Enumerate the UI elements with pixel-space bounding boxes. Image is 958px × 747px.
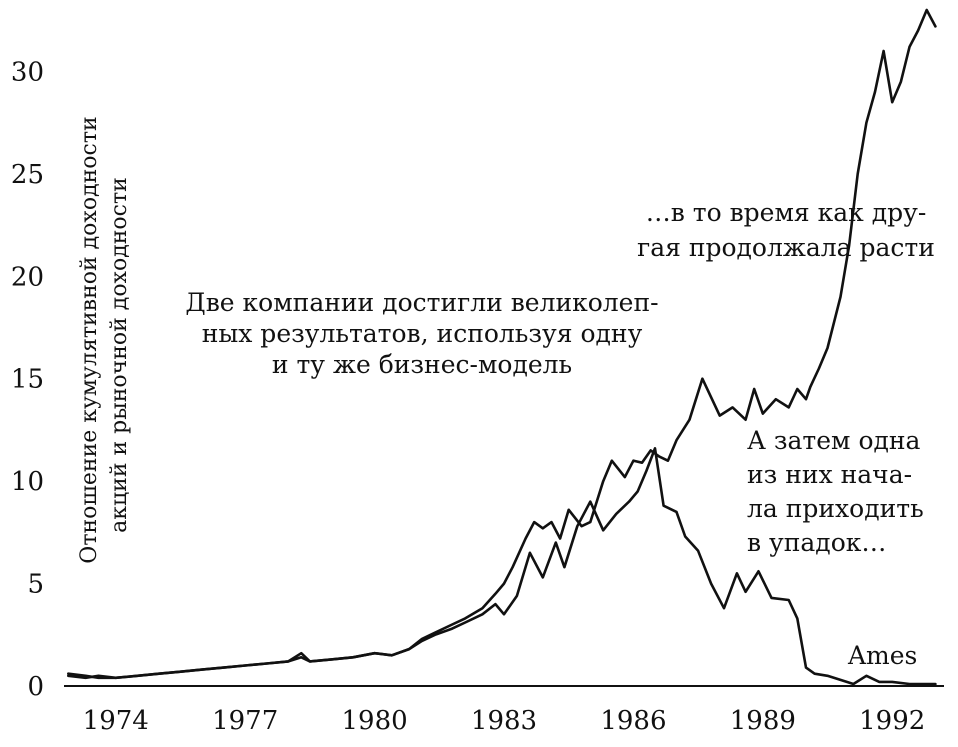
- series-line-growing-company: [67, 8, 937, 680]
- series-lines: [67, 8, 937, 686]
- y-tick-label: 0: [27, 672, 44, 702]
- annotation-right-line: в упадок…: [747, 528, 886, 557]
- y-tick-label: 15: [11, 365, 44, 395]
- annotation-right-line: А затем одна: [747, 426, 921, 455]
- x-tick-label: 1989: [730, 706, 796, 736]
- annotation-middle-line: Две компании достигли великолеп-: [185, 288, 658, 317]
- x-tick-label: 1980: [342, 706, 408, 736]
- y-axis-label-line: Отношение кумулятивной доходности: [77, 116, 102, 563]
- y-tick-label: 10: [11, 467, 44, 497]
- annotation-middle-line: и ту же бизнес-модель: [272, 350, 572, 379]
- y-axis-label: Отношение кумулятивной доходности акций и…: [77, 116, 132, 563]
- x-tick-label: 1983: [471, 706, 537, 736]
- tick-labels: 1974 1977 1980 1983 1986 1989 1992 0 5 10 15 20 25 30: [11, 57, 925, 736]
- annotation-right-line: ла приходить: [747, 494, 924, 523]
- y-tick-label: 30: [11, 57, 44, 87]
- annotation-right-line: из них нача-: [747, 460, 912, 489]
- annotation-top-right-line: …в то время как дру-: [646, 198, 927, 227]
- series-line-ames: [67, 447, 937, 686]
- series-label-ames: Ames: [847, 641, 917, 670]
- x-tick-label: 1974: [83, 706, 149, 736]
- x-tick-label: 1986: [600, 706, 666, 736]
- annotation-top-right-line: гая продолжала расти: [637, 233, 935, 262]
- x-tick-label: 1992: [859, 706, 925, 736]
- y-tick-label: 25: [11, 160, 44, 190]
- annotation-middle-line: ных результатов, используя одну: [202, 319, 643, 348]
- x-tick-label: 1977: [212, 706, 278, 736]
- y-axis-label-line: акций и рыночной доходности: [107, 177, 132, 533]
- annotations: Две компании достигли великолеп-ных резу…: [185, 198, 934, 670]
- y-tick-label: 20: [11, 262, 44, 292]
- y-tick-label: 5: [27, 570, 44, 600]
